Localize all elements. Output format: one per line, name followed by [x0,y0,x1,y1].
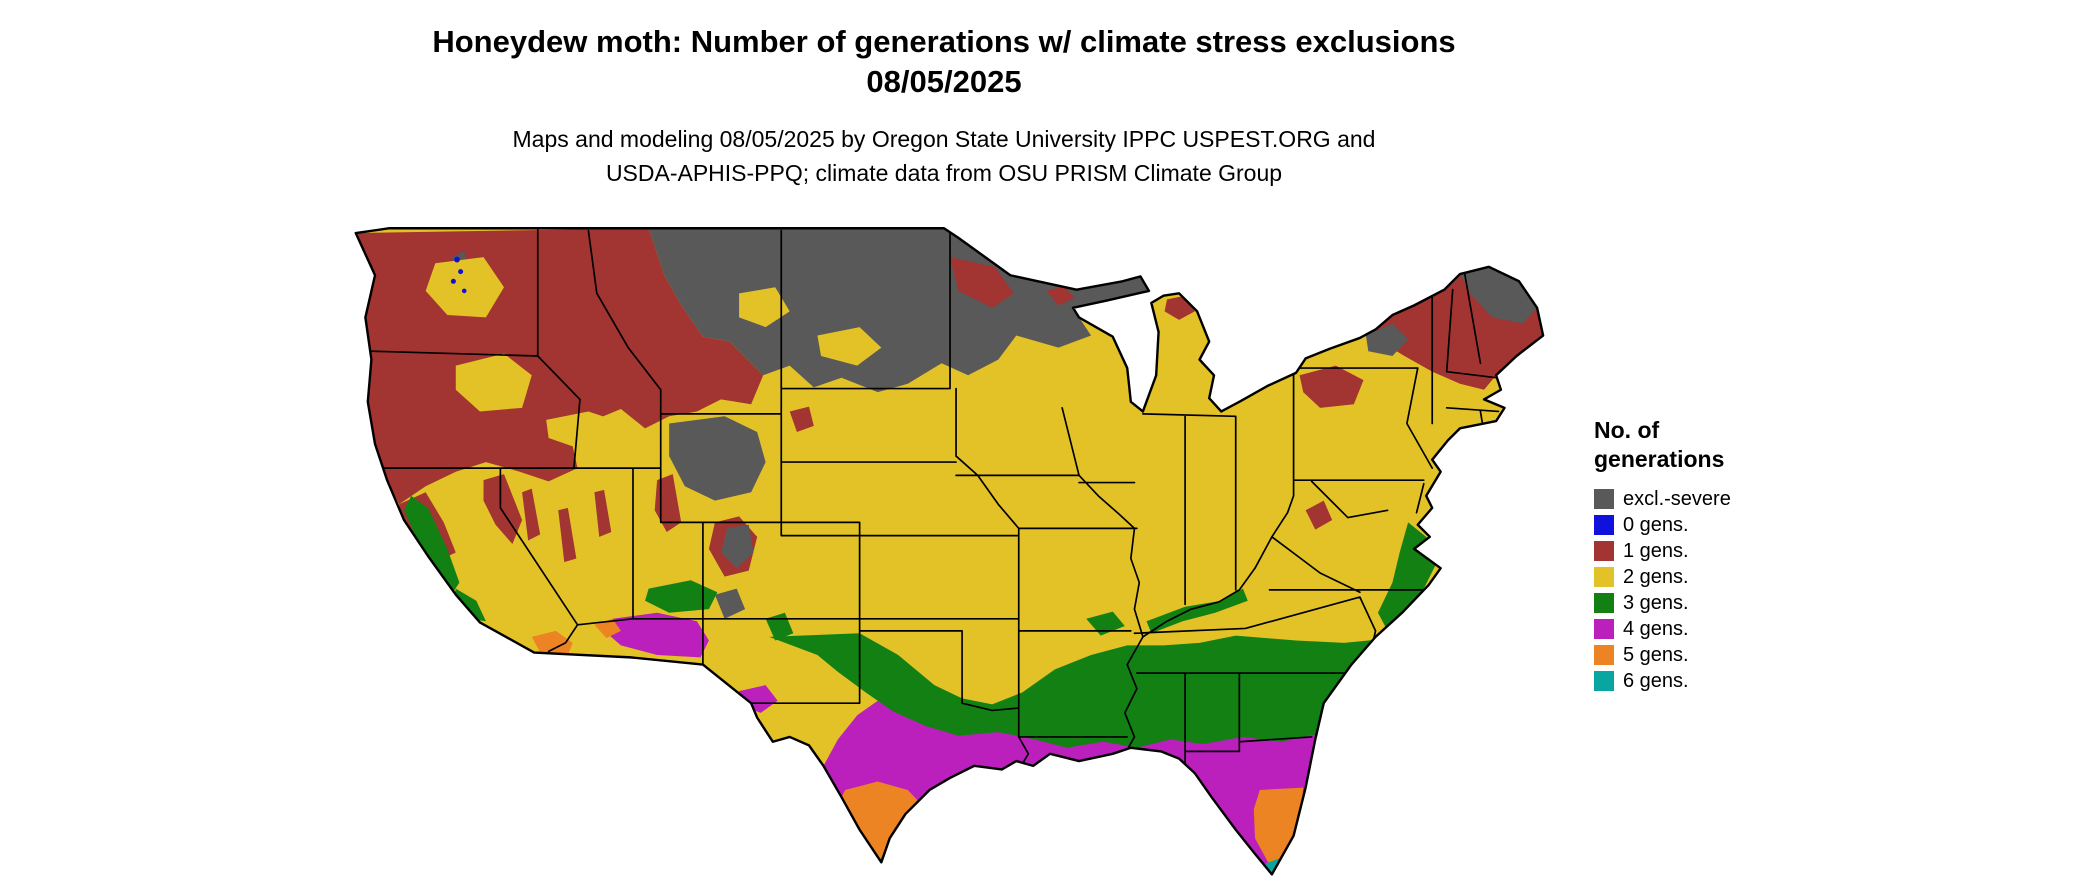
legend-label-3-gens: 3 gens. [1623,591,1689,614]
map-svg [354,227,1545,876]
map-region-2-gens-patches [425,257,882,453]
legend-title-line-1: No. of [1594,417,1660,443]
title-block: Honeydew moth: Number of generations w/ … [0,22,1888,102]
legend-item-2-gens: 2 gens. [1594,564,1854,590]
map-region-6-gens [880,855,1289,875]
legend-label-5-gens: 5 gens. [1623,643,1689,666]
page-title: Honeydew moth: Number of generations w/ … [432,24,1456,59]
legend-items: excl.-severe 0 gens. 1 gens. 2 gens. 3 g… [1594,486,1854,694]
legend-item-3-gens: 3 gens. [1594,590,1854,616]
legend-label-0-gens: 0 gens. [1623,513,1689,536]
legend-item-1-gens: 1 gens. [1594,538,1854,564]
legend-item-6-gens: 6 gens. [1594,668,1854,694]
legend-title-line-2: generations [1594,446,1725,472]
map-region-1-gens-details [950,257,1364,530]
legend-label-excl-severe: excl.-severe [1623,487,1731,510]
legend-swatch-0-gens [1594,515,1614,535]
legend-swatch-3-gens [1594,593,1614,613]
legend-swatch-1-gens [1594,541,1614,561]
legend-swatch-excl-severe [1594,489,1614,509]
legend-item-5-gens: 5 gens. [1594,642,1854,668]
attribution-subtitle: Maps and modeling 08/05/2025 by Oregon S… [0,122,1888,190]
legend-label-4-gens: 4 gens. [1623,617,1689,640]
legend-label-1-gens: 1 gens. [1623,539,1689,562]
legend-swatch-4-gens [1594,619,1614,639]
legend-swatch-2-gens [1594,567,1614,587]
legend-item-excl-severe: excl.-severe [1594,486,1854,512]
us-outline [354,227,1545,876]
legend-swatch-6-gens [1594,671,1614,691]
subtitle-line-2: USDA-APHIS-PPQ; climate data from OSU PR… [605,160,1283,186]
legend-item-4-gens: 4 gens. [1594,616,1854,642]
map-region-0-gens [450,256,467,294]
subtitle-line-1: Maps and modeling 08/05/2025 by Oregon S… [512,126,1376,152]
legend-item-0-gens: 0 gens. [1594,512,1854,538]
map-date: 08/05/2025 [866,64,1022,99]
us-generations-map [335,221,1553,884]
map-region-excl-severe [452,228,1538,619]
legend-title: No. of generations [1594,416,1854,474]
state-borders [362,228,1500,784]
legend-swatch-5-gens [1594,645,1614,665]
map-legend: No. of generations excl.-severe 0 gens. … [1594,416,1854,694]
legend-label-6-gens: 6 gens. [1623,669,1689,692]
legend-label-2-gens: 2 gens. [1623,565,1689,588]
